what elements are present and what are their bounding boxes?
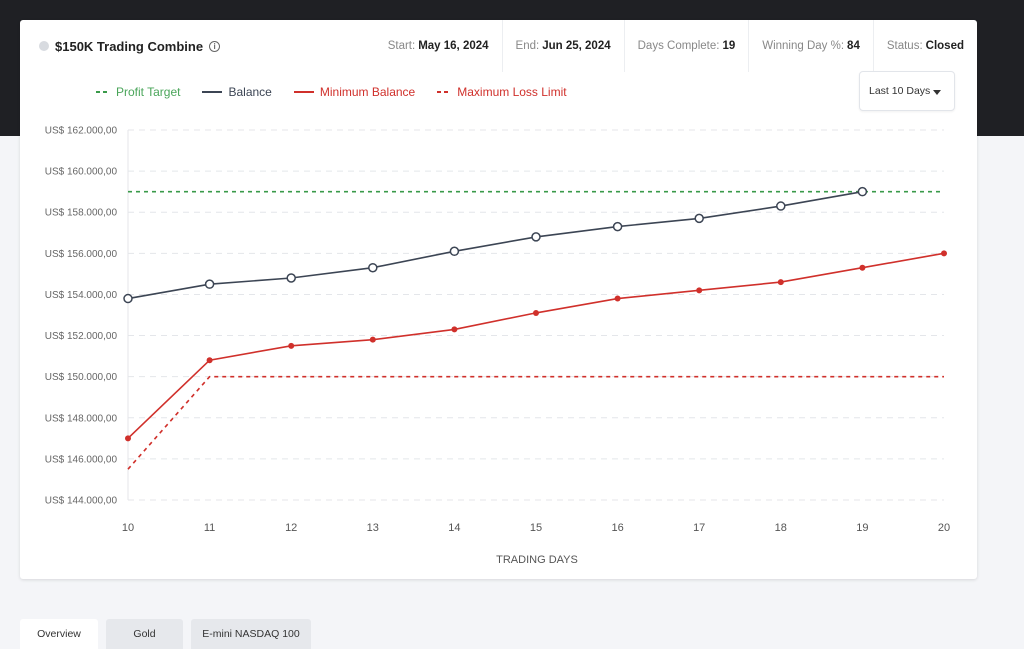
y-tick-label: US$ 154.000,00 — [45, 290, 118, 301]
x-tick-label: 12 — [285, 522, 297, 534]
solid-line-icon — [202, 91, 223, 93]
legend-maximum-loss-limit[interactable]: Maximum Loss Limit — [437, 85, 567, 99]
x-tick-label: 20 — [938, 522, 950, 534]
data-point[interactable] — [286, 273, 296, 283]
y-tick-label: US$ 152.000,00 — [45, 331, 118, 342]
data-point[interactable] — [368, 262, 378, 273]
y-tick-label: US$ 150.000,00 — [45, 372, 118, 383]
series-line-balance — [127, 190, 863, 300]
stat-label: Winning Day %: — [762, 40, 845, 52]
data-point[interactable] — [204, 279, 215, 289]
stat-label: Start: — [387, 40, 416, 52]
dashed-line-icon — [437, 91, 452, 93]
x-tick-label: 10 — [122, 522, 134, 534]
status-dot-icon — [39, 41, 49, 51]
title-group: $150K Trading Combine i — [20, 39, 375, 54]
stat-start: Start: May 16, 2024 — [375, 20, 502, 72]
x-tick-label: 13 — [367, 522, 379, 534]
date-range-dropdown[interactable]: Last 10 Days — [859, 71, 955, 111]
y-tick-label: US$ 146.000,00 — [45, 454, 118, 465]
y-tick-label: US$ 162.000,00 — [45, 126, 118, 137]
data-point[interactable] — [859, 264, 866, 271]
legend-label: Profit Target — [116, 85, 181, 99]
x-tick-label: 14 — [448, 522, 460, 534]
stat-status: Status: Closed — [872, 20, 977, 72]
x-tick-label: 18 — [775, 522, 787, 534]
series-line-maximum-loss-limit — [127, 375, 944, 470]
tab-emini-nasdaq[interactable]: E-mini NASDAQ 100 — [191, 619, 311, 649]
data-point[interactable] — [125, 435, 131, 442]
legend-label: Minimum Balance — [319, 85, 416, 99]
x-tick-label: 19 — [856, 522, 868, 534]
legend-balance[interactable]: Balance — [202, 85, 272, 99]
y-tick-label: US$ 156.000,00 — [45, 249, 118, 260]
data-point[interactable] — [857, 186, 868, 197]
data-point[interactable] — [612, 221, 623, 232]
data-point[interactable] — [941, 250, 947, 257]
data-point[interactable] — [777, 279, 784, 286]
stat-label: Days Complete: — [637, 40, 720, 52]
stat-value: Closed — [925, 40, 964, 52]
chart-legend: Profit Target Balance Minimum Balance Ma… — [96, 84, 589, 100]
instrument-tabs: Overview Gold E-mini NASDAQ 100 — [20, 619, 319, 649]
stat-value: Jun 25, 2024 — [542, 40, 611, 52]
stat-value: 19 — [722, 40, 736, 52]
combine-chart-card: $150K Trading Combine i Start: May 16, 2… — [20, 20, 977, 579]
data-point[interactable] — [776, 201, 786, 211]
data-point[interactable] — [123, 293, 133, 304]
caret-down-icon — [933, 90, 941, 95]
legend-label: Balance — [228, 85, 272, 99]
data-point[interactable] — [369, 336, 376, 343]
info-icon[interactable]: i — [209, 40, 221, 52]
stat-value: 84 — [847, 40, 860, 52]
tab-overview[interactable]: Overview — [20, 619, 98, 649]
y-tick-label: US$ 144.000,00 — [45, 496, 118, 507]
stat-label: Status: — [886, 40, 923, 52]
legend-label: Maximum Loss Limit — [457, 85, 567, 99]
x-axis-title: TRADING DAYS — [496, 554, 578, 566]
y-tick-label: US$ 158.000,00 — [45, 208, 118, 219]
legend-profit-target[interactable]: Profit Target — [96, 85, 180, 99]
combine-title: $150K Trading Combine — [55, 38, 204, 54]
solid-line-icon — [293, 91, 314, 93]
data-point[interactable] — [694, 213, 704, 224]
data-point[interactable] — [449, 246, 460, 257]
stats-bar: Start: May 16, 2024 End: Jun 25, 2024 Da… — [375, 20, 977, 72]
stat-end: End: Jun 25, 2024 — [501, 20, 624, 72]
stat-label: End: — [515, 40, 540, 52]
stat-winning-day: Winning Day %: 84 — [748, 20, 873, 72]
x-tick-label: 11 — [204, 522, 215, 534]
data-point[interactable] — [451, 326, 458, 333]
line-chart: US$ 144.000,00 US$ 146.000,00 US$ 148.000,… — [45, 126, 950, 567]
data-point[interactable] — [696, 287, 703, 294]
dashed-line-icon — [96, 91, 110, 93]
data-point[interactable] — [614, 295, 621, 302]
card-header: $150K Trading Combine i Start: May 16, 2… — [20, 20, 977, 72]
x-tick-label: 15 — [530, 522, 542, 534]
x-tick-label: 16 — [611, 522, 623, 534]
legend-minimum-balance[interactable]: Minimum Balance — [293, 85, 416, 99]
data-point[interactable] — [206, 357, 213, 364]
y-tick-label: US$ 148.000,00 — [45, 413, 118, 424]
data-point[interactable] — [531, 232, 541, 242]
y-tick-label: US$ 160.000,00 — [45, 167, 118, 178]
tab-gold[interactable]: Gold — [106, 619, 183, 649]
data-point[interactable] — [533, 309, 539, 316]
stat-value: May 16, 2024 — [418, 40, 489, 52]
stat-days-complete: Days Complete: 19 — [623, 20, 749, 72]
x-tick-label: 17 — [693, 522, 705, 534]
dropdown-value: Last 10 Days — [869, 85, 931, 97]
data-point[interactable] — [288, 342, 295, 349]
